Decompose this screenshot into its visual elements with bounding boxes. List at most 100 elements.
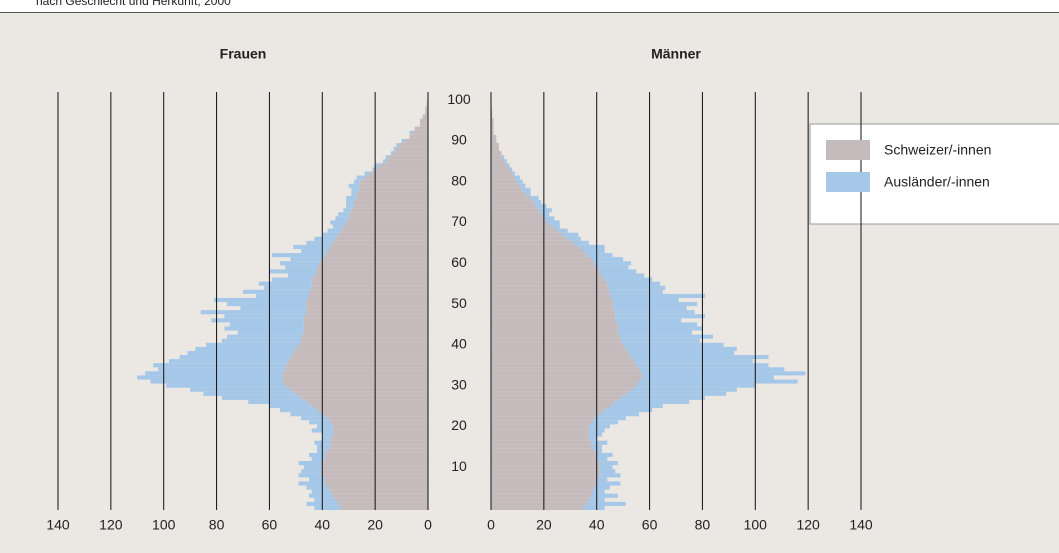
bar-segment (491, 306, 613, 311)
bar-segment (491, 273, 602, 278)
bar-segment (641, 375, 774, 380)
bar-segment (491, 175, 515, 180)
bar-segment (412, 130, 428, 135)
bar-segment (604, 277, 653, 282)
bar-segment (301, 469, 323, 474)
bar-segment (206, 342, 299, 347)
chart-subtitle: nach Geschlecht und Herkunft, 2000 (36, 0, 231, 8)
bar-segment (420, 122, 428, 127)
bar-segment (340, 228, 428, 233)
bar-segment (258, 281, 312, 286)
bar-segment (327, 485, 428, 490)
x-tick-label: 120 (796, 517, 820, 533)
bar-segment (409, 134, 428, 139)
x-tick-label: 100 (152, 517, 176, 533)
bar-segment (535, 204, 547, 209)
bar-segment (385, 155, 389, 160)
bar-segment (609, 293, 706, 298)
bar-segment (594, 485, 610, 490)
bar-segment (586, 253, 613, 258)
bar-segment (393, 147, 397, 152)
bar-segment (491, 191, 526, 196)
bar-segment (591, 493, 618, 498)
bar-segment (491, 122, 494, 127)
bar-segment (393, 151, 428, 156)
bar-segment (330, 440, 428, 445)
bar-segment (375, 167, 428, 172)
bar-segment (491, 403, 610, 409)
bar-segment (491, 469, 600, 474)
bar-segment (298, 481, 325, 486)
bar-segment (596, 456, 608, 462)
bar-segment (137, 375, 283, 380)
bar-segment (491, 224, 552, 229)
bar-segment (396, 142, 399, 148)
bar-segment (414, 126, 428, 131)
bar-segment (491, 489, 592, 494)
bar-segment (491, 171, 513, 176)
bar-segment (311, 285, 428, 290)
bar-segment (491, 424, 589, 429)
bar-segment (596, 265, 629, 270)
legend-swatch (826, 140, 870, 160)
bar-segment (309, 293, 428, 298)
bar-segment (187, 350, 294, 356)
bar-segment (269, 403, 312, 409)
x-tick-label: 40 (589, 517, 605, 533)
bar-segment (303, 330, 428, 335)
bar-segment (491, 346, 626, 351)
bar-segment (609, 403, 663, 409)
bar-segment (351, 191, 357, 196)
bar-segment (338, 232, 428, 237)
bar-segment (303, 318, 428, 323)
bar-segment (615, 310, 695, 315)
bar-segment (491, 163, 507, 168)
bar-segment (359, 187, 428, 192)
bar-segment (491, 428, 589, 433)
bar-segment (607, 285, 666, 290)
bar-segment (332, 493, 428, 498)
bar-segment (491, 420, 592, 425)
bar-segment (617, 326, 703, 331)
bar-segment (290, 387, 428, 392)
bar-segment (298, 461, 323, 466)
bar-segment (301, 416, 328, 421)
bar-segment (612, 302, 698, 307)
bar-segment (491, 118, 494, 123)
bar-segment (594, 261, 632, 266)
bar-segment (491, 375, 642, 380)
bar-segment (491, 285, 608, 290)
bar-segment (338, 212, 349, 217)
bar-segment (491, 436, 589, 441)
bar-segment (322, 232, 339, 237)
y-tick-label: 80 (451, 172, 467, 188)
bar-segment (612, 297, 679, 303)
bar-segment (491, 473, 600, 478)
bar-segment (340, 505, 428, 510)
bar-segment (314, 236, 336, 241)
bar-segment (491, 448, 595, 453)
bar-segment (343, 208, 352, 213)
x-tick-label: 140 (849, 517, 873, 533)
bar-segment (372, 167, 376, 172)
bar-segment (491, 314, 616, 319)
bar-segment (327, 448, 428, 453)
bar-segment (306, 302, 428, 307)
bar-segment (422, 114, 428, 119)
bar-segment (287, 273, 315, 278)
bar-segment (306, 297, 428, 303)
y-tick-label: 60 (451, 254, 467, 270)
bar-segment (380, 163, 428, 168)
bar-segment (491, 310, 616, 315)
bar-segment (385, 159, 428, 164)
bar-segment (599, 469, 616, 474)
bar-segment (588, 424, 610, 429)
y-tick-label: 10 (451, 458, 467, 474)
bar-segment (491, 461, 600, 466)
bar-segment (332, 428, 428, 433)
bar-segment (491, 114, 493, 119)
bar-segment (221, 338, 302, 343)
bar-segment (491, 142, 499, 148)
bar-segment (491, 208, 539, 213)
bar-segment (282, 375, 428, 380)
